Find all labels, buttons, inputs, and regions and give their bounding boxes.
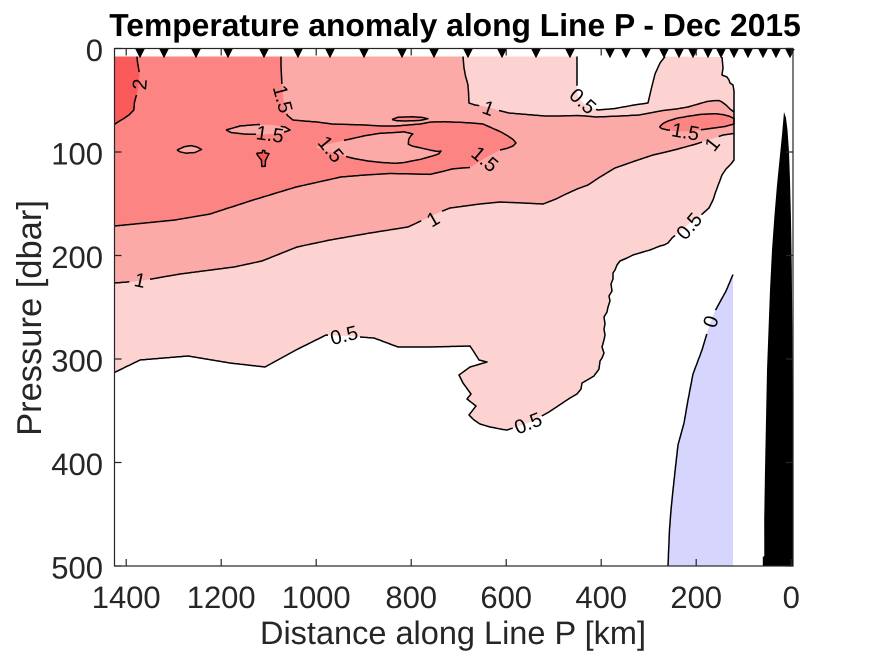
svg-text:500: 500 bbox=[51, 551, 103, 586]
svg-text:1400: 1400 bbox=[92, 580, 161, 615]
svg-text:100: 100 bbox=[51, 137, 103, 172]
svg-text:200: 200 bbox=[51, 240, 103, 275]
svg-text:Pressure [dbar]: Pressure [dbar] bbox=[11, 200, 49, 436]
svg-text:Distance along Line P [km]: Distance along Line P [km] bbox=[260, 615, 646, 651]
svg-text:400: 400 bbox=[51, 447, 103, 482]
svg-text:400: 400 bbox=[575, 580, 627, 615]
svg-text:0: 0 bbox=[86, 33, 103, 68]
svg-text:1200: 1200 bbox=[187, 580, 256, 615]
svg-text:2: 2 bbox=[129, 78, 152, 91]
svg-text:1000: 1000 bbox=[282, 580, 351, 615]
svg-text:300: 300 bbox=[51, 344, 103, 379]
svg-text:200: 200 bbox=[670, 580, 722, 615]
svg-text:1: 1 bbox=[132, 269, 147, 293]
svg-text:1.5: 1.5 bbox=[670, 119, 701, 145]
svg-text:600: 600 bbox=[480, 580, 532, 615]
svg-text:0: 0 bbox=[783, 580, 800, 615]
svg-text:Temperature anomaly along Line: Temperature anomaly along Line P - Dec 2… bbox=[109, 7, 801, 43]
svg-text:800: 800 bbox=[385, 580, 437, 615]
svg-text:1.5: 1.5 bbox=[255, 122, 286, 148]
